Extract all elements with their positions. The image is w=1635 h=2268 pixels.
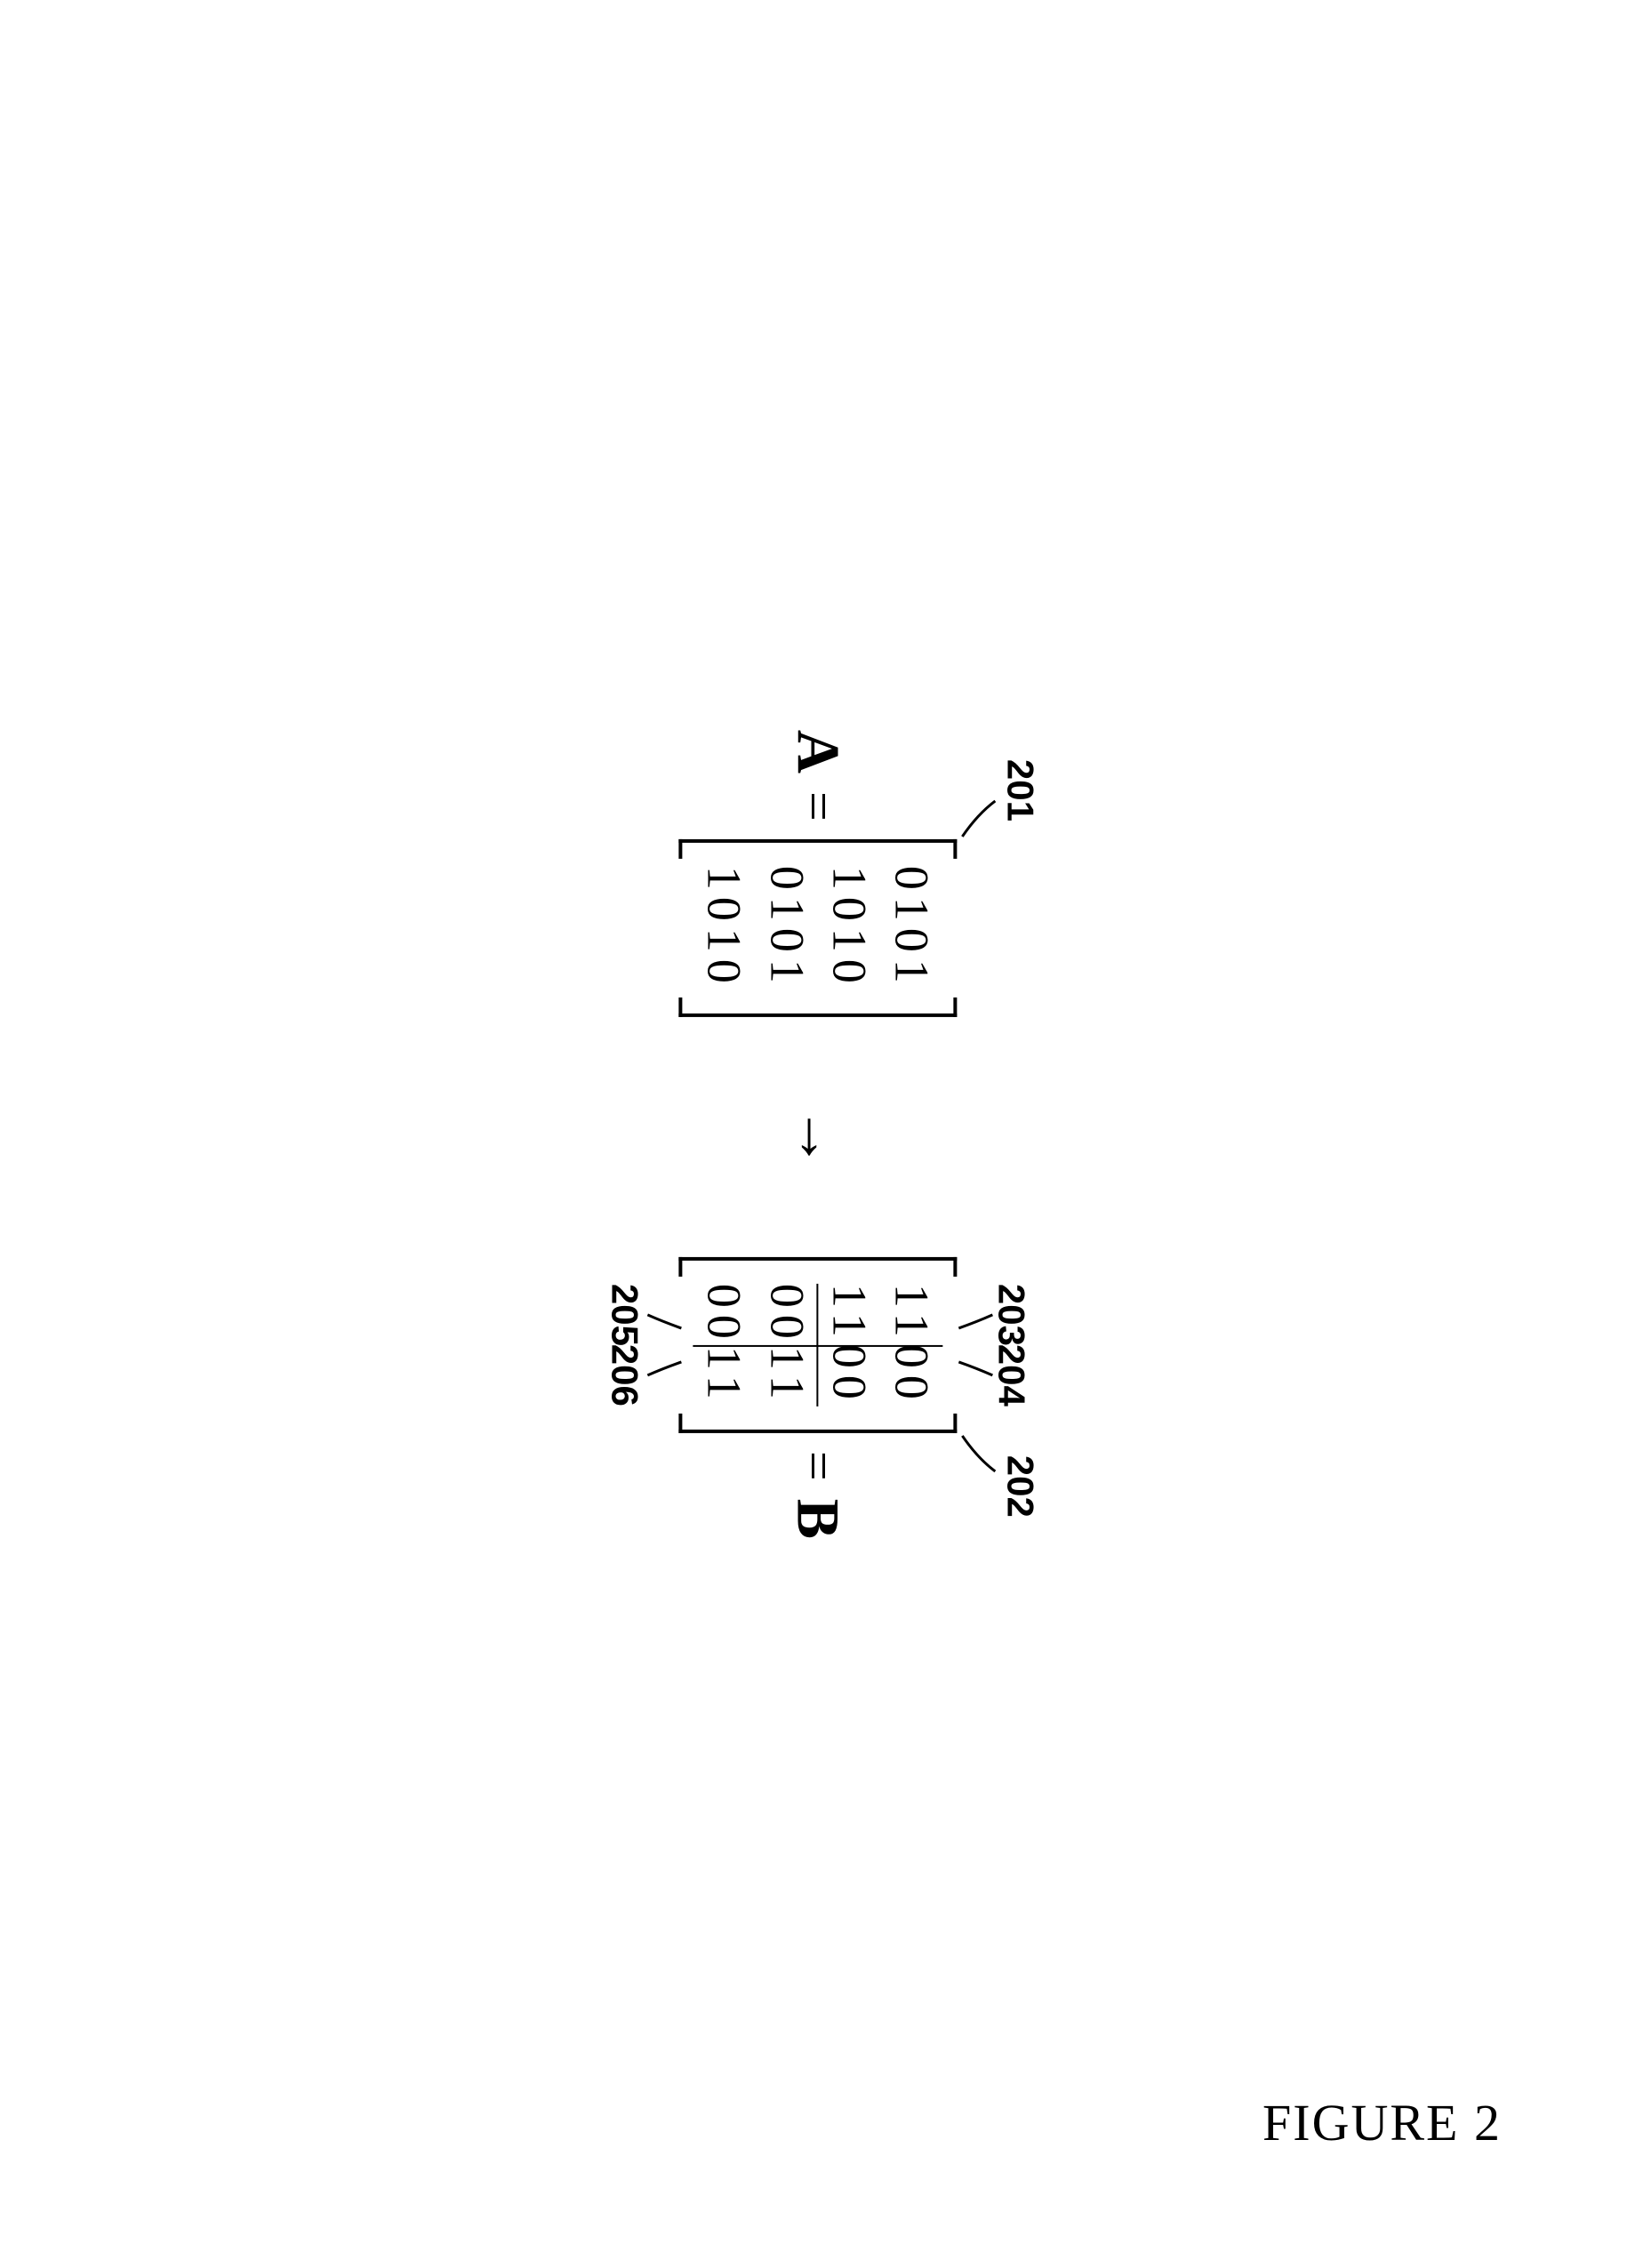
matrix-b: 202 203 204 205 206 110 [678,1256,957,1432]
matrix-b-inner: 1100 1100 0011 0011 [693,1283,942,1406]
matrix-a-label: A [782,729,853,773]
matrix-b-hline [816,1283,818,1406]
matrix-a-row-0: 0101 [880,865,942,990]
callout-205: 205 [603,1283,645,1345]
matrix-b-label: B [782,1498,853,1538]
matrix-a-row-2: 0101 [755,865,817,990]
callout-204: 204 [990,1343,1032,1406]
matrix-b-block: 202 203 204 205 206 110 [678,1256,957,1538]
equals-b: = [787,1450,848,1480]
equals-a: = [787,791,848,821]
callout-206: 206 [603,1343,645,1406]
matrix-a-block: A = 201 0101 1010 0101 1010 [678,729,957,1016]
matrix-a-row-3: 1010 [693,865,755,990]
callout-201: 201 [998,758,1041,821]
callout-202: 202 [998,1455,1041,1517]
matrix-a: 201 0101 1010 0101 1010 [678,838,957,1016]
diagram: A = 201 0101 1010 0101 1010 → 202 203 20… [678,729,957,1538]
callout-203: 203 [990,1283,1032,1345]
matrix-a-row-1: 1010 [818,865,880,990]
arrow-icon: → [782,1105,854,1167]
figure-label: FIGURE 2 [1262,2093,1502,2152]
